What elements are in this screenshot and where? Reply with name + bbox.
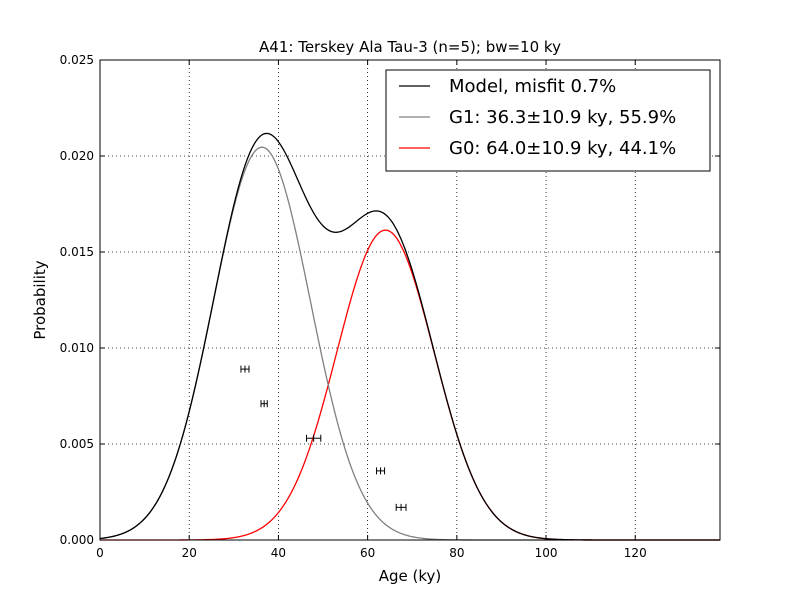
sample-error-bar [260,400,268,408]
y-tick-label: 0.005 [60,437,94,451]
x-axis-label: Age (ky) [379,567,442,585]
x-tick-label: 0 [96,546,104,560]
legend-label: G1: 36.3±10.9 ky, 55.9% [449,107,676,128]
plot-frame [99,59,721,541]
legend: Model, misfit 0.7% G1: 36.3±10.9 ky, 55.9… [385,69,711,172]
x-tick-label: 60 [360,546,375,560]
ticks: 0 20 40 60 80 100 120 0.000 0.005 0.010 0.015 0.020… [60,53,720,560]
x-tick-label: 100 [535,546,558,560]
chart-title: A41: Terskey Ala Tau-3 (n=5); bw=10 ky [259,38,561,56]
y-tick-label: 0.015 [60,245,94,259]
legend-box [385,69,711,172]
sample-error-bar [395,503,407,511]
y-tick-label: 0.010 [60,341,94,355]
x-tick-label: 80 [449,546,464,560]
sample-error-bar [376,467,386,475]
samples [240,365,407,511]
legend-label: G0: 64.0±10.9 ky, 44.1% [449,138,676,159]
y-tick-label: 0.025 [60,53,94,67]
sample-error-bar [306,434,322,442]
y-tick-label: 0.000 [60,533,94,547]
x-tick-label: 20 [182,546,197,560]
x-tick-label: 120 [624,546,647,560]
sample-error-bar [240,365,250,373]
y-axis-label: Probability [31,260,49,339]
x-tick-label: 40 [271,546,286,560]
y-tick-label: 0.020 [60,149,94,163]
legend-label: Model, misfit 0.7% [449,76,616,97]
